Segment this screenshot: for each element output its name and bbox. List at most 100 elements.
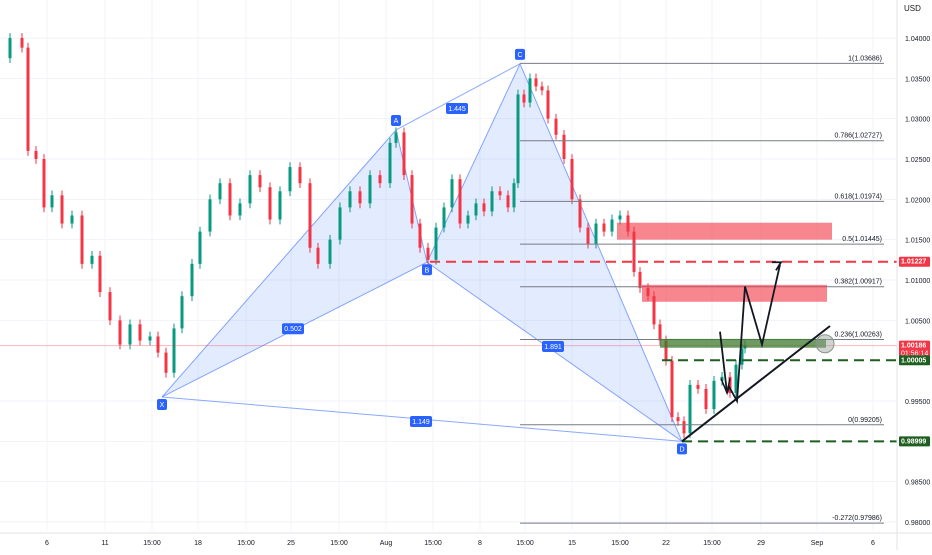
x-tick-label: 15:00: [516, 540, 534, 547]
candle-body: [676, 417, 680, 422]
candle-body: [172, 328, 176, 373]
candle-body: [652, 296, 656, 325]
candle-body: [394, 132, 398, 143]
candle-body: [512, 183, 516, 208]
support-zone: [660, 338, 826, 348]
candle-body: [308, 183, 312, 248]
y-tick-label: 0.98000: [905, 520, 930, 527]
x-tick-label: 18: [194, 540, 202, 547]
candle-body: [474, 203, 478, 216]
candle-body: [218, 183, 222, 200]
candle-body: [534, 78, 538, 87]
candle-body: [258, 175, 262, 188]
zones: [617, 222, 835, 354]
candle-body: [434, 227, 438, 260]
drawings: [430, 260, 897, 443]
candle-body: [108, 292, 112, 321]
currency-label: USD: [904, 4, 921, 13]
candle-body: [410, 175, 414, 224]
candle-body: [60, 195, 64, 224]
candle-body: [554, 118, 558, 135]
point-b-badge: [422, 264, 432, 276]
fib-label: 0.382(1.00917): [835, 279, 882, 286]
candle-body: [238, 203, 242, 216]
candle-body: [288, 167, 292, 192]
fib-label: 0.236(1.00263): [835, 331, 882, 338]
candle-body: [190, 263, 194, 297]
candle-body: [402, 132, 406, 176]
y-tick-label: 1.03500: [905, 76, 930, 83]
x-tick-label: 25: [287, 540, 295, 547]
point-b-label: B: [425, 267, 430, 274]
candle-body: [740, 348, 744, 365]
y-tick-label: 0.98500: [905, 480, 930, 487]
candle-body: [180, 296, 184, 329]
x-tick-label: 11: [101, 540, 108, 547]
harmonic-pattern: [161, 62, 684, 443]
point-x-label: X: [160, 402, 165, 409]
price-badge-label: 0.98999: [901, 438, 926, 445]
x-tick-label: 6: [871, 540, 875, 547]
price-badge-label: 1.00186: [901, 343, 926, 350]
candle-body: [228, 183, 232, 216]
candle-body: [426, 247, 430, 260]
candle-body: [540, 86, 544, 91]
candle-body: [688, 384, 692, 434]
candle-body: [562, 134, 566, 160]
rising-trendline: [681, 325, 831, 443]
candle-body: [128, 324, 132, 345]
y-tick-label: 1.01500: [905, 238, 930, 245]
price-badge: [899, 436, 930, 447]
candle-body: [80, 215, 84, 264]
fib-label: 1(1.03686): [848, 55, 882, 62]
candle-body: [70, 215, 74, 224]
candle-body: [42, 159, 46, 208]
candle-body: [546, 90, 550, 119]
fib-label: 0(0.99205): [848, 417, 882, 424]
candle-body: [338, 207, 342, 240]
candle-body: [682, 421, 686, 434]
candle-body: [268, 187, 272, 220]
point-x-badge: [157, 398, 167, 410]
candle-body: [670, 360, 674, 418]
candle-body: [734, 364, 738, 393]
price-badge-label: 1.01227: [901, 259, 926, 266]
candle-body: [50, 195, 54, 208]
x-tick-label: 8: [478, 540, 482, 547]
candle-body: [618, 215, 622, 220]
candles: [0, 33, 897, 439]
x-tick-label: Aug: [380, 540, 393, 547]
countdown-label: 01:56:14: [901, 351, 928, 358]
candle-body: [664, 340, 668, 361]
y-tick-label: 1.04000: [905, 36, 930, 43]
candle-body: [278, 191, 282, 220]
candle-body: [26, 47, 30, 151]
ac-line: [395, 63, 521, 131]
candle-body: [442, 207, 446, 228]
price-badge: [899, 355, 930, 366]
candle-body: [138, 324, 142, 341]
candle-body: [378, 175, 382, 184]
candle-body: [34, 150, 38, 160]
ratio-label: 0.502: [284, 326, 302, 333]
time-axis[interactable]: 6 11 15:00 18 15:00 25 15:00 Aug 15:00 8 15:00 15 15…: [0, 532, 932, 547]
candle-body: [358, 191, 362, 204]
candle-body: [20, 38, 24, 48]
target-circle: [815, 334, 835, 354]
candle-body: [450, 179, 454, 208]
y-tick-label: 1.02000: [905, 197, 930, 204]
price-axis[interactable]: USD 1.04000 1.03500 1.03000 1.02500 1.02000 1…: [896, 0, 930, 550]
x-tick-label: 15:00: [330, 540, 348, 547]
ratio-badge: [446, 102, 468, 114]
point-a-label: A: [394, 118, 399, 125]
candle-body: [704, 388, 708, 410]
candle-body: [482, 203, 486, 212]
point-a-badge: [391, 114, 401, 126]
candle-body: [198, 231, 202, 264]
candle-body: [208, 199, 212, 232]
y-tick-label: 1.02500: [905, 157, 930, 164]
ratio-badge: [542, 340, 564, 352]
candle-body: [118, 320, 122, 345]
